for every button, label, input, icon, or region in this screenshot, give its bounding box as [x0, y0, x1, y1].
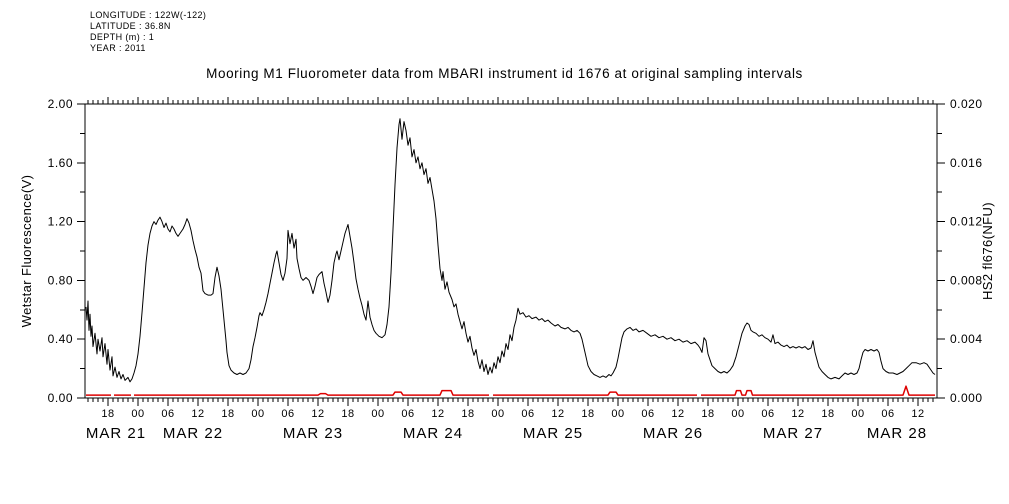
x-hour-label: 12 — [911, 408, 924, 420]
y-right-tick-label: 0.000 — [950, 391, 983, 405]
x-hour-label: 18 — [461, 408, 474, 420]
x-axis-date-labels: MAR 21 MAR 22 MAR 23 MAR 24 MAR 25 MAR 26 MAR … — [86, 425, 927, 442]
metadata-line: LONGITUDE : 122W(-122) — [90, 10, 207, 20]
x-axis-ticks-bottom — [87, 398, 934, 406]
x-date-label: MAR 25 — [523, 425, 583, 442]
x-hour-label: 00 — [251, 408, 264, 420]
x-hour-label: 00 — [611, 408, 624, 420]
y-axis-ticks-right — [937, 103, 945, 399]
x-hour-label: 00 — [131, 408, 144, 420]
x-hour-label: 06 — [161, 408, 174, 420]
x-hour-label: 18 — [221, 408, 234, 420]
y-left-tick-label: 0.80 — [48, 273, 73, 287]
x-hour-label: 06 — [281, 408, 294, 420]
y-left-tick-label: 2.00 — [48, 97, 73, 111]
fluorescence-series-line-segment — [85, 118, 936, 383]
y-left-tick-label: 0.40 — [48, 332, 73, 346]
plot-frame — [84, 103, 938, 399]
metadata-line: YEAR : 2011 — [90, 43, 146, 53]
x-date-label: MAR 27 — [763, 425, 823, 442]
y-right-tick-label: 0.008 — [950, 273, 983, 287]
y-right-tick-label: 0.012 — [950, 215, 983, 229]
y-axis-ticks-left — [77, 103, 85, 399]
x-axis-hour-labels: 18 00 06 12 18 00 06 12 18 00 06 12 18 00 06 12 18 00 06 12… — [101, 408, 924, 420]
x-hour-label: 06 — [521, 408, 534, 420]
x-date-label: MAR 22 — [163, 425, 223, 442]
x-hour-label: 00 — [731, 408, 744, 420]
y-left-tick-label: 1.20 — [48, 215, 73, 229]
x-hour-label: 12 — [431, 408, 444, 420]
x-hour-label: 00 — [491, 408, 504, 420]
y-right-tick-label: 0.020 — [950, 97, 983, 111]
x-date-label: MAR 26 — [643, 425, 703, 442]
right-axis-title: HS2 fl676(NFU) — [980, 202, 995, 300]
fluorescence-series-line — [85, 118, 936, 383]
x-hour-label: 18 — [701, 408, 714, 420]
metadata-block: LONGITUDE : 122W(-122) LATITUDE : 36.8N DE… — [90, 10, 206, 54]
y-axis-labels-right: 0.000 0.004 0.008 0.012 0.016 0.020 — [950, 97, 983, 405]
x-hour-label: 12 — [311, 408, 324, 420]
x-axis-ticks-top — [87, 97, 934, 104]
x-date-label: MAR 23 — [283, 425, 343, 442]
x-hour-label: 12 — [791, 408, 804, 420]
x-hour-label: 18 — [341, 408, 354, 420]
x-hour-label: 06 — [641, 408, 654, 420]
hs2-series-line — [86, 385, 935, 396]
hs2-series-line-segment — [493, 391, 697, 396]
x-hour-label: 12 — [191, 408, 204, 420]
x-hour-label: 06 — [761, 408, 774, 420]
x-hour-label: 18 — [821, 408, 834, 420]
x-hour-label: 12 — [551, 408, 564, 420]
y-right-tick-label: 0.004 — [950, 332, 983, 346]
x-date-label: MAR 21 — [86, 425, 146, 442]
chart-title: Mooring M1 Fluorometer data from MBARI i… — [206, 66, 803, 81]
x-hour-label: 18 — [101, 408, 114, 420]
left-axis-title: Wetstar Fluorescence(V) — [19, 175, 34, 328]
metadata-line: LATITUDE : 36.8N — [90, 21, 171, 31]
y-left-tick-label: 0.00 — [48, 391, 73, 405]
y-right-tick-label: 0.016 — [950, 156, 983, 170]
x-hour-label: 06 — [881, 408, 894, 420]
y-axis-labels-left: 0.00 0.40 0.80 1.20 1.60 2.00 — [48, 97, 73, 405]
metadata-line: DEPTH (m) : 1 — [90, 32, 155, 42]
x-hour-label: 12 — [671, 408, 684, 420]
x-hour-label: 00 — [851, 408, 864, 420]
x-date-label: MAR 28 — [867, 425, 927, 442]
x-date-label: MAR 24 — [403, 425, 463, 442]
x-hour-label: 06 — [401, 408, 414, 420]
x-hour-label: 18 — [581, 408, 594, 420]
y-left-tick-label: 1.60 — [48, 156, 73, 170]
hs2-series-line-segment — [134, 389, 489, 396]
x-hour-label: 00 — [371, 408, 384, 420]
hs2-series-line-segment — [701, 385, 935, 396]
